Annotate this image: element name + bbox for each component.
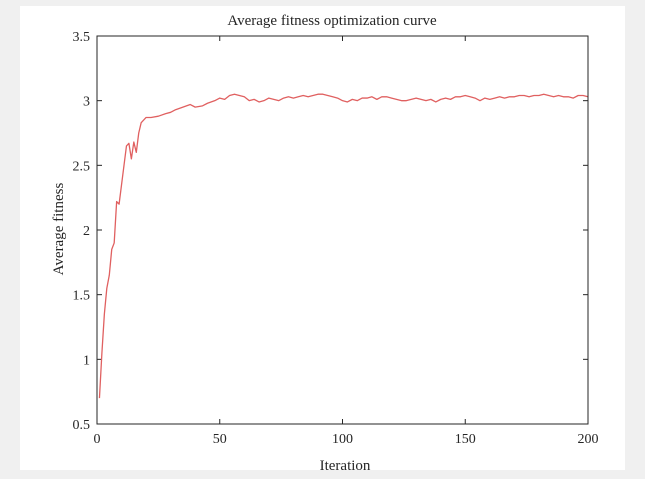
y-tick-label: 3 <box>83 95 90 110</box>
x-tick-label: 0 <box>94 432 101 447</box>
x-tick-label: 200 <box>578 432 599 447</box>
tick-labels: 0 50 100 150 200 0.5 1 1.5 2 2.5 3 3.5 <box>73 30 599 447</box>
x-tick-label: 100 <box>332 432 353 447</box>
plot-area <box>97 36 588 424</box>
x-tick-label: 150 <box>455 432 476 447</box>
plot-frame <box>96 35 589 425</box>
y-tick-label: 0.5 <box>73 418 91 433</box>
y-tick-label: 2.5 <box>73 159 91 174</box>
y-axis-label: Average fitness <box>51 183 67 276</box>
y-tick-label: 1.5 <box>73 289 91 304</box>
chart-title: Average fitness optimization curve <box>227 13 437 29</box>
series-line-1 <box>98 93 589 399</box>
x-axis-label: Iteration <box>320 458 371 474</box>
x-tick-label: 50 <box>213 432 227 447</box>
y-tick-label: 2 <box>83 224 90 239</box>
series-layer <box>98 93 589 399</box>
y-tick-label: 3.5 <box>73 30 91 45</box>
y-tick-label: 1 <box>83 353 90 368</box>
